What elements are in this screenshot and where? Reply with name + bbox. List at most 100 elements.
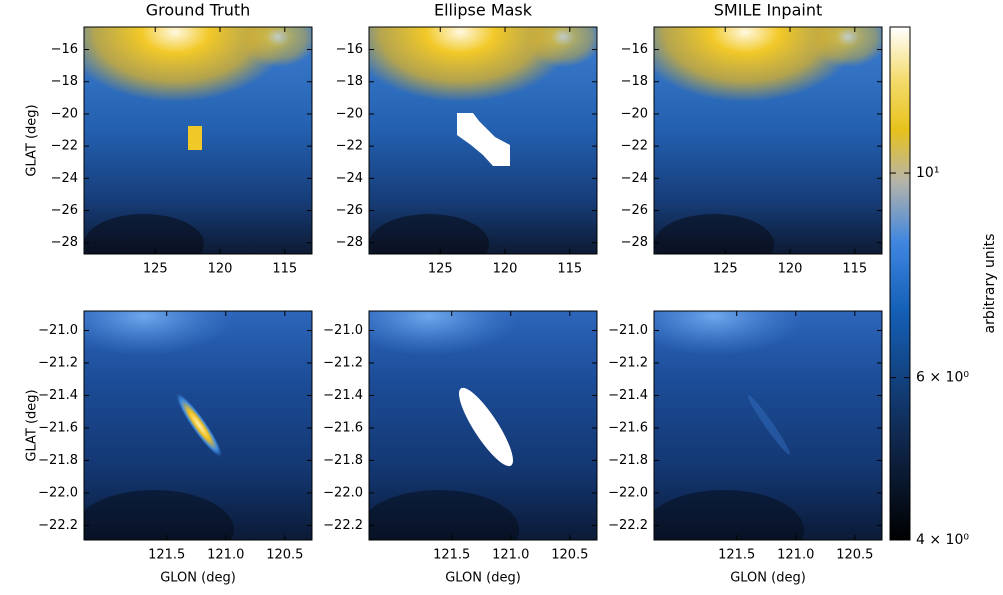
colorbar-tick-label: 6 × 10⁰ — [916, 370, 969, 386]
axes-frame — [368, 310, 598, 541]
x-tick-label: 115 — [557, 262, 582, 277]
x-tick-label: 125 — [428, 262, 453, 277]
y-tick-label: −21.6 — [38, 420, 78, 435]
y-tick-label: −28 — [336, 235, 363, 250]
image-shadow — [369, 214, 489, 254]
y-tick-label: −24 — [336, 171, 363, 186]
y-tick-label: −26 — [621, 203, 648, 218]
axes-frame — [83, 26, 313, 255]
colorbar: 4 × 10⁰ 6 × 10⁰ 10¹ arbitrary units — [889, 26, 998, 548]
image-glow — [237, 27, 312, 67]
y-tick-label: −21.6 — [323, 420, 363, 435]
y-tick-label: −20 — [51, 106, 78, 121]
y-axis-label: GLAT (deg) — [25, 389, 40, 461]
x-tick-label: 121.5 — [718, 548, 755, 563]
x-axis-label: GLON (deg) — [160, 571, 236, 586]
y-tick-label: −20 — [621, 106, 648, 121]
y-tick-label: −22.0 — [608, 485, 648, 500]
x-tick-label: 120.5 — [836, 548, 873, 563]
y-tick-label: −28 — [51, 235, 78, 250]
y-tick-label: −21.0 — [323, 323, 363, 338]
image-shadow — [84, 490, 234, 540]
image-glow — [654, 27, 860, 102]
image — [369, 311, 597, 540]
panel: 125 120 115 −16 −18 −20 −22 −24 −26 −28 Ellipse Ma… — [336, 1, 598, 277]
y-tick-label: −16 — [336, 42, 363, 57]
x-tick-label: 120 — [208, 262, 233, 277]
image — [369, 27, 597, 254]
image — [84, 311, 312, 540]
panel-title: SMILE Inpaint — [714, 1, 822, 20]
source — [188, 126, 202, 150]
y-tick-label: −28 — [621, 235, 648, 250]
source — [748, 395, 790, 455]
panel: 125 120 115 −16 −18 −20 −22 −24 −26 −28 SMILE Inpa… — [621, 1, 883, 277]
y-tick-label: −21.8 — [323, 453, 363, 468]
x-tick-label: 121.5 — [433, 548, 470, 563]
y-tick-label: −26 — [336, 203, 363, 218]
y-tick-label: −24 — [621, 171, 648, 186]
image-glow — [84, 27, 290, 102]
y-tick-label: −22 — [621, 139, 648, 154]
panel: 121.5 121.0 120.5 −21.0 −21.2 −21.4 −21.6 −21.8… — [25, 310, 313, 586]
y-tick-label: −21.0 — [608, 323, 648, 338]
x-axis-label: GLON (deg) — [730, 571, 806, 586]
x-tick-label: 115 — [842, 262, 867, 277]
x-tick-label: 121.0 — [207, 548, 244, 563]
panel: 121.5 121.0 120.5 −21.0 −21.2 −21.4 −21.6 −21.8… — [608, 310, 883, 586]
image-glow — [84, 311, 234, 356]
image-shadow — [654, 490, 804, 540]
y-tick-label: −21.4 — [608, 388, 648, 403]
y-tick-label: −21.8 — [608, 453, 648, 468]
mask — [459, 387, 513, 467]
x-tick-label: 125 — [143, 262, 168, 277]
x-tick-label: 121.0 — [777, 548, 814, 563]
image — [84, 27, 312, 254]
y-tick-label: −18 — [621, 74, 648, 89]
x-tick-label: 120 — [493, 262, 518, 277]
y-tick-label: −26 — [51, 203, 78, 218]
y-tick-label: −22 — [336, 139, 363, 154]
x-tick-label: 120.5 — [266, 548, 303, 563]
panel-title: Ellipse Mask — [434, 1, 533, 20]
y-axis-label: GLAT (deg) — [25, 104, 40, 176]
y-tick-label: −24 — [51, 171, 78, 186]
colorbar-label: arbitrary units — [982, 234, 998, 334]
x-tick-label: 120 — [778, 262, 803, 277]
y-tick-label: −21.2 — [608, 355, 648, 370]
axes-frame — [653, 310, 883, 541]
image-glow — [654, 311, 804, 356]
x-axis-label: GLON (deg) — [445, 571, 521, 586]
x-tick-label: 120.5 — [551, 548, 588, 563]
y-tick-label: −21.4 — [38, 388, 78, 403]
image-glow — [369, 27, 575, 102]
panel: 125 120 115 −16 −18 −20 −22 −24 −26 −28 Ground Tru… — [25, 1, 313, 277]
source — [176, 393, 222, 457]
y-tick-label: −16 — [621, 42, 648, 57]
panel-title: Ground Truth — [146, 1, 251, 20]
image-shadow — [369, 490, 519, 540]
x-tick-label: 125 — [713, 262, 738, 277]
image-glow — [522, 27, 597, 67]
image-glow — [807, 27, 882, 67]
panel: 121.5 121.0 120.5 −21.0 −21.2 −21.4 −21.6 −21.8… — [323, 310, 598, 586]
y-tick-label: −22.0 — [38, 485, 78, 500]
axes-frame — [653, 26, 883, 255]
y-tick-label: −22.2 — [38, 518, 78, 533]
colorbar-tick-label: 4 × 10⁰ — [916, 532, 969, 548]
x-tick-label: 115 — [272, 262, 297, 277]
y-tick-label: −21.2 — [323, 355, 363, 370]
y-tick-label: −21.8 — [38, 453, 78, 468]
y-tick-label: −22 — [51, 139, 78, 154]
mask — [457, 113, 510, 166]
y-tick-label: −21.4 — [323, 388, 363, 403]
x-tick-label: 121.0 — [492, 548, 529, 563]
image-glow — [369, 311, 519, 356]
image — [654, 27, 882, 254]
colorbar-tick-label: 10¹ — [916, 165, 939, 181]
image-shadow — [654, 214, 774, 254]
y-tick-label: −18 — [336, 74, 363, 89]
image-shadow — [84, 214, 204, 254]
y-tick-label: −20 — [336, 106, 363, 121]
